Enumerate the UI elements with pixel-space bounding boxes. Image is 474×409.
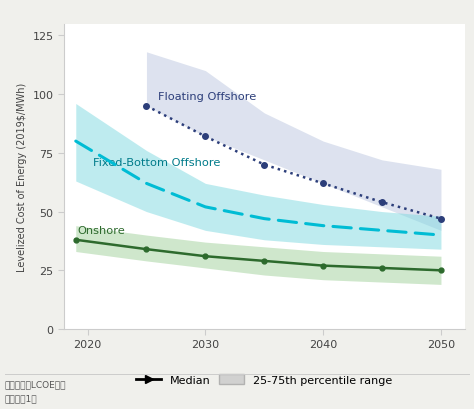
Text: 图说：风机LCOE预测: 图说：风机LCOE预测: [5, 380, 66, 389]
Text: Fixed-Bottom Offshore: Fixed-Bottom Offshore: [93, 157, 221, 168]
Text: Onshore: Onshore: [77, 225, 125, 236]
Y-axis label: Levelized Cost of Energy (2019$/MWh): Levelized Cost of Energy (2019$/MWh): [17, 83, 27, 271]
Text: 来源：［1］: 来源：［1］: [5, 393, 37, 402]
Text: Floating Offshore: Floating Offshore: [158, 92, 256, 102]
Legend: Median, 25-75th percentile range: Median, 25-75th percentile range: [137, 374, 392, 385]
